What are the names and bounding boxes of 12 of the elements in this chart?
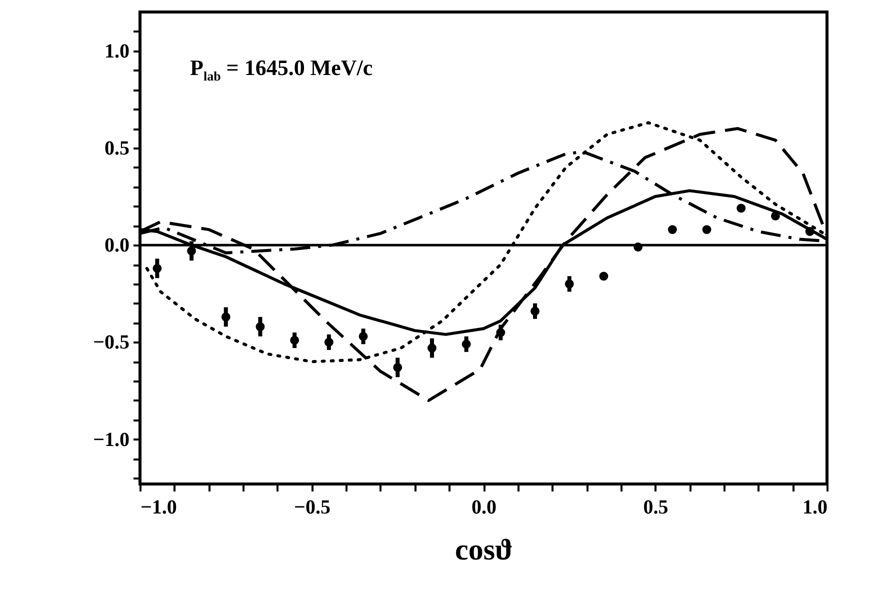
y-tick-label: 0.0: [104, 234, 130, 257]
y-tick-label: 0.5: [104, 137, 130, 160]
x-axis-title: cosϑ: [455, 534, 513, 566]
y-tick-label: 1.0: [104, 40, 130, 62]
annotation: P$_{lab}$ = 1645.0 MeV/c: [190, 55, 373, 84]
y-tick-label: −0.5: [93, 332, 130, 354]
x-tick-label: 0.0: [472, 496, 496, 518]
x-tick-label: −0.5: [294, 496, 330, 518]
x-tick-label: 0.5: [643, 496, 668, 518]
x-tick-label: −1.0: [140, 496, 177, 518]
x-tick-label: 1.0: [802, 496, 828, 518]
y-tick-label: −1.0: [93, 428, 130, 451]
